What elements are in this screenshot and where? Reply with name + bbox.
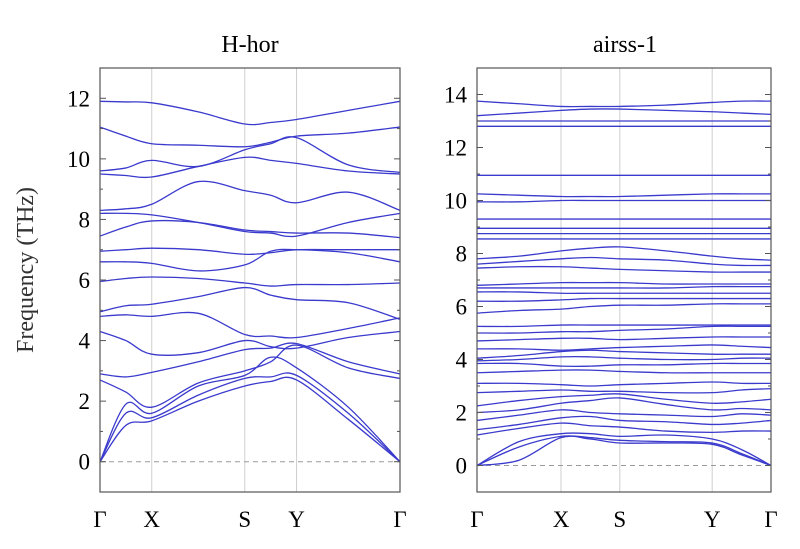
phonon-band-37	[476, 100, 772, 108]
phonon-band-2	[476, 435, 772, 467]
panel-title: airss-1	[593, 32, 657, 58]
x-tick-label: Γ	[393, 507, 406, 532]
y-tick-label: 2	[79, 389, 91, 414]
phonon-band-12	[476, 362, 772, 368]
phonon-band-31	[476, 199, 771, 203]
phonon-band-16	[476, 336, 771, 342]
phonon-band-20	[476, 297, 771, 302]
phonon-band-17	[476, 325, 771, 334]
phonon-band-7	[99, 311, 401, 339]
phonon-band-9	[99, 276, 401, 287]
x-tick-label: Γ	[764, 507, 777, 532]
phonon-band-10	[99, 248, 401, 272]
x-tick-label: S	[238, 507, 251, 532]
phonon-band-14	[99, 180, 401, 211]
plot-frame	[99, 67, 401, 493]
phonon-band-6	[476, 409, 772, 422]
phonon-band-36	[476, 108, 772, 117]
phonon-band-2	[99, 372, 401, 463]
phonon-band-15	[99, 156, 401, 179]
y-tick-label: 4	[456, 348, 468, 373]
x-tick-label: Y	[288, 507, 305, 532]
phonon-band-23	[476, 281, 771, 286]
phonon-band-3	[476, 432, 772, 467]
y-tick-label: 6	[79, 268, 91, 293]
x-tick-label: Y	[704, 507, 721, 532]
phonon-band-5	[99, 342, 401, 378]
y-tick-label: 12	[444, 136, 467, 161]
y-tick-label: 14	[444, 83, 468, 108]
phonon-band-16	[99, 136, 401, 174]
panel-airss-1: airss-1 0 2 4 6 8 10 12 14 Γ X S Y Γ	[444, 32, 778, 532]
phonon-band-25	[476, 256, 772, 267]
phonon-band-3	[99, 356, 401, 463]
y-tick-label: 0	[79, 450, 91, 475]
phonon-band-12	[99, 219, 401, 239]
y-tick-label: 10	[444, 189, 467, 214]
phonon-band-11	[99, 247, 400, 256]
phonon-band-1	[99, 376, 401, 463]
y-axis-label: Frequency (THz)	[13, 187, 39, 353]
phonon-band-21	[476, 291, 771, 294]
phonon-band-13	[99, 212, 401, 238]
y-tick-label: 6	[456, 295, 468, 320]
x-tick-label: S	[613, 507, 626, 532]
x-tick-label: X	[553, 507, 570, 532]
phonon-band-8	[99, 286, 401, 320]
phonon-band-1	[476, 435, 772, 467]
phonon-band-9	[476, 388, 772, 394]
x-tick-label: Γ	[470, 507, 483, 532]
y-tick-label: 2	[456, 401, 468, 426]
y-tick-label: 12	[67, 86, 90, 111]
phonon-band-4	[99, 344, 401, 408]
phonon-band-6	[99, 330, 401, 356]
phonon-band-5	[476, 415, 772, 431]
phonon-band-18	[476, 324, 771, 328]
phonon-band-18	[99, 100, 401, 126]
phonon-band-4	[476, 422, 772, 436]
phonon-band-24	[476, 265, 771, 273]
x-tick-label: Γ	[93, 507, 106, 532]
phonon-band-11	[476, 369, 771, 374]
y-tick-label: 10	[67, 147, 90, 172]
phonon-band-17	[99, 126, 401, 148]
phonon-band-22	[476, 285, 771, 289]
phonon-band-8	[476, 393, 772, 407]
phonon-band-10	[476, 381, 772, 387]
phonon-band-32	[476, 193, 771, 198]
phonon-band-19	[476, 303, 771, 314]
phonon-band-13	[476, 355, 772, 362]
phonon-band-7	[476, 397, 772, 414]
y-tick-label: 0	[456, 454, 468, 479]
y-tick-label: 4	[79, 329, 91, 354]
phonon-band-26	[476, 246, 772, 261]
y-tick-label: 8	[79, 207, 91, 232]
phonon-band-15	[476, 344, 772, 351]
panel-title: H-hor	[221, 32, 278, 58]
phonon-band-14	[476, 349, 771, 359]
panel-h-hor: H-hor 0 2 4 6 8 10 12 Γ X S Y Γ	[67, 32, 407, 532]
y-tick-label: 8	[456, 242, 468, 267]
x-tick-label: X	[143, 507, 160, 532]
